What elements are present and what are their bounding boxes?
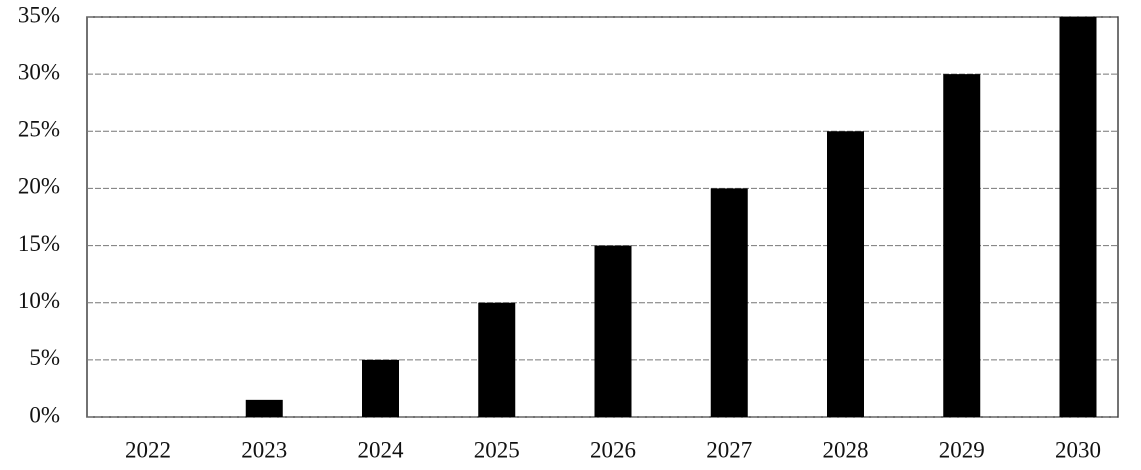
x-tick-label: 2023 <box>241 437 287 462</box>
bar <box>827 131 864 418</box>
y-tick-label: 15% <box>18 231 60 256</box>
y-tick-label: 20% <box>18 174 60 199</box>
x-tick-label: 2024 <box>358 437 405 462</box>
x-tick-label: 2022 <box>125 437 171 462</box>
bar <box>362 359 399 417</box>
y-tick-label: 0% <box>29 402 60 427</box>
bar <box>943 74 981 418</box>
bar <box>594 245 632 417</box>
bar <box>245 399 283 417</box>
y-tick-label: 5% <box>29 345 60 370</box>
x-tick-label: 2026 <box>590 437 636 462</box>
y-tick-label: 30% <box>18 59 60 84</box>
x-tick-label: 2027 <box>706 437 752 462</box>
x-tick-label: 2030 <box>1055 437 1101 462</box>
bar <box>710 188 748 417</box>
bar <box>478 302 516 417</box>
y-tick-label: 10% <box>18 288 60 313</box>
x-tick-label: 2029 <box>939 437 985 462</box>
x-tick-label: 2028 <box>823 437 869 462</box>
bar <box>1059 17 1097 417</box>
x-tick-label: 2025 <box>474 437 520 462</box>
y-tick-label: 25% <box>18 117 60 142</box>
y-tick-label: 35% <box>18 2 60 27</box>
